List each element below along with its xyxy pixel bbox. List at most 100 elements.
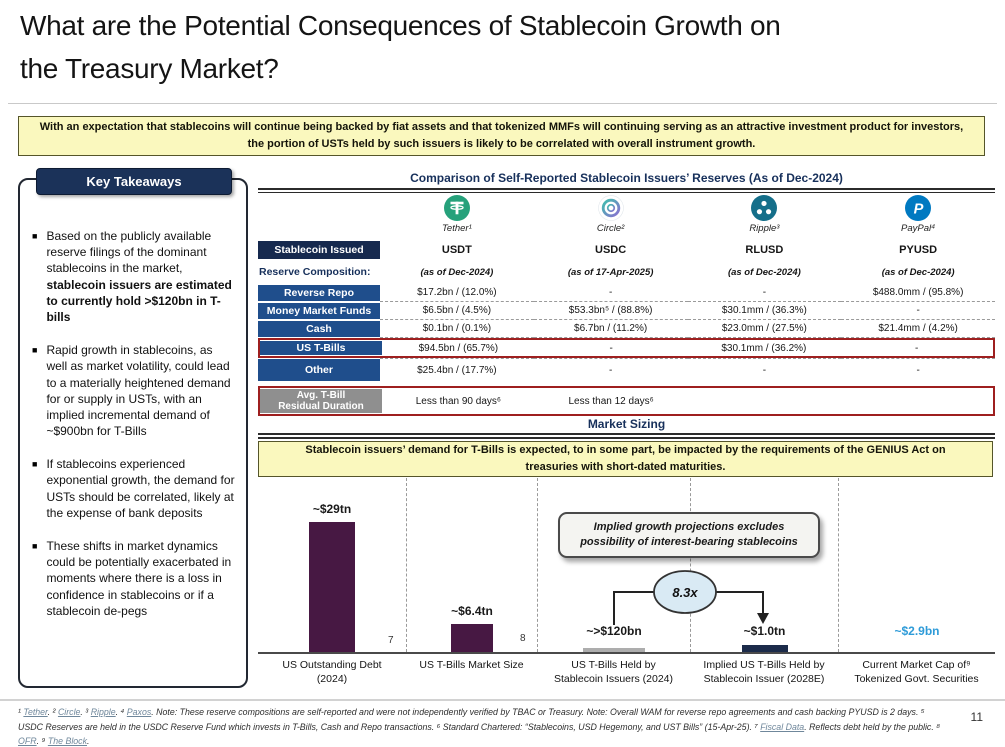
table-cell: - [687,358,842,382]
market-sizing-chart: ~$29tn ~$6.4tn ~>$120bn ~$1.0tn ~$2.9bn 8.3x… [258,478,995,690]
logo-row-spacer [258,195,380,239]
footnote-link[interactable]: OFR [18,736,37,746]
row-header: Reserve Composition: [259,266,371,279]
table-cell: $21.4mm / (4.2%) [841,320,995,338]
genius-act-banner: Stablecoin issuers’ demand for T-Bills i… [258,441,993,477]
row-header: Avg. T-Bill Residual Duration [260,389,382,413]
table-cell: Less than 12 days⁶ [568,395,654,407]
bar-2 [451,624,493,652]
table-cell: $6.5bn / (4.5%) [380,302,534,320]
takeaway-text: Based on the publicly available reserve … [46,229,232,324]
square-bullet-icon: ■ [32,459,38,470]
table-cell: (as of Dec-2024) [420,267,494,278]
key-takeaways-panel [18,178,248,688]
table-cell: - [533,284,688,302]
title-divider [8,103,997,104]
table-cell: - [914,342,919,354]
page-title: What are the Potential Consequences of S… [20,4,980,91]
footnote-text: ¹ [18,707,24,717]
row-header: Money Market Funds [258,303,380,319]
issuer-column-header: Tether¹ [380,195,534,239]
square-bullet-icon: ■ [32,345,38,356]
table-row: Cash $0.1bn / (0.1%) $6.7bn / (11.2%) $23.0… [258,320,995,338]
paypal-icon: P [905,195,932,221]
footnote-text: . ⁹ [36,736,48,746]
expectation-banner: With an expectation that stablecoins wil… [18,116,985,156]
svg-text:P: P [914,201,924,217]
table-cell: (as of Dec-2024) [881,267,955,278]
tether-icon [443,195,470,221]
footer-divider [0,699,1005,701]
table-cell: Less than 90 days⁶ [415,395,502,407]
table-row: Money Market Funds $6.5bn / (4.5%) $53.3bn… [258,302,995,320]
takeaway-item: ■ These shifts in market dynamics could b… [32,538,236,619]
chart-category-label: Implied US T-Bills Held by Stablecoin Is… [703,659,825,685]
issuer-column-header: Ripple³ [688,195,842,239]
square-bullet-icon: ■ [32,231,38,241]
table-cell: USDC [595,244,627,256]
footnote-link[interactable]: Tether [23,707,48,717]
reserves-table: Stablecoin Issued USDT USDC RLUSD PYUSD Reser… [258,240,995,416]
table-cell: PYUSD [899,244,938,256]
row-header: US T-Bills [260,341,382,355]
chart-section: ~$1.0tn [690,478,838,652]
axis-footnote-7: 7 [388,635,394,646]
comparison-table-title: Comparison of Self-Reported Stablecoin I… [410,171,843,185]
footnote-link[interactable]: Fiscal Data [760,721,805,732]
footnote-text: . ⁴ [115,707,127,717]
row-header: Stablecoin Issued [258,241,380,259]
bar-value-label: ~>$120bn [586,624,642,638]
takeaway-text: These shifts in market dynamics could be… [46,539,232,618]
square-bullet-icon: ■ [32,541,38,551]
issuer-name: Circle² [596,223,625,234]
table-row: US T-Bills $94.5bn / (65.7%) - $30.1mm / (3… [258,338,995,358]
footnote-link[interactable]: Ripple [90,707,116,717]
axis-footnote-8: 8 [520,633,526,644]
issuer-name: Tether¹ [442,223,472,234]
chart-plot-area: ~$29tn ~$6.4tn ~>$120bn ~$1.0tn ~$2.9bn [258,478,995,652]
bar-3 [583,648,645,652]
issuer-column-header: Circle² [534,195,688,239]
chart-section: ~>$120bn [537,478,690,652]
circle-icon [597,195,624,221]
row-header: Reverse Repo [258,285,380,301]
bar-value-label: ~$29tn [312,502,352,516]
footnote-link[interactable]: The Block [47,736,87,746]
footnote-link[interactable]: Circle [57,707,81,717]
table-cell: - [533,358,688,382]
footnote-link[interactable]: Paxos [126,707,152,717]
bar-value-label: ~$1.0tn [743,624,786,638]
takeaway-item: ■ If stablecoins experienced exponential … [32,456,236,521]
table-cell: $6.7bn / (11.2%) [533,320,688,338]
takeaways-list: ■ Based on the publicly available reserve… [32,228,236,636]
takeaway-item: ■ Based on the publicly available reserve… [32,228,236,325]
bar-4 [741,645,788,652]
row-header: Cash [258,321,380,337]
chart-section: ~$6.4tn [406,478,537,652]
bar-value-label: ~$6.4tn [451,604,493,618]
issuer-name: Ripple³ [749,223,780,234]
table-row: Stablecoin Issued USDT USDC RLUSD PYUSD [258,240,995,260]
issuer-name: PayPal⁴ [901,223,936,234]
chart-category-label: Current Market Cap of⁹ Tokenized Govt. S… [854,659,979,685]
bar-1 [309,522,355,652]
comparison-title-divider [258,188,995,193]
table-cell: USDT [441,244,472,256]
table-cell: (as of Dec-2024) [727,267,801,278]
chart-category-labels: US Outstanding Debt (2024) US T-Bills Mar… [258,659,995,686]
chart-category-label: US T-Bills Held by Stablecoin Issuers (2… [553,659,674,685]
table-cell: - [841,302,995,320]
growth-projection-callout: Implied growth projections excludes poss… [558,512,820,558]
table-cell [840,388,993,414]
key-takeaways-header: Key Takeaways [36,168,232,195]
page-title-line1: What are the Potential Consequences of S… [20,10,781,41]
table-cell: $488.0mm / (95.8%) [841,284,995,302]
table-row: Reverse Repo $17.2bn / (12.0%) - - $488.0mm … [258,284,995,302]
issuer-column-header: P PayPal⁴ [841,195,995,239]
table-cell [688,388,841,414]
table-cell: $23.0mm / (27.5%) [687,320,842,338]
footnote-text: . ² [47,707,58,717]
chart-x-axis [258,652,995,654]
table-cell: - [841,358,995,382]
